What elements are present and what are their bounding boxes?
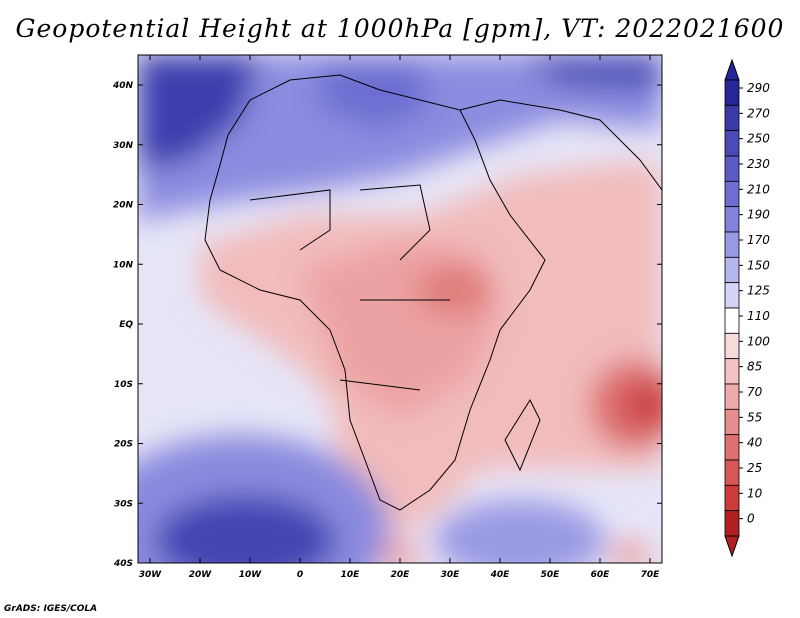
colorbar-swatch bbox=[724, 104, 740, 132]
longitude-axis: 30W 20W 10W 0 10E 20E 30E 40E 50E 60E 70E bbox=[139, 55, 660, 580]
lat-tick-label: 40N bbox=[112, 81, 134, 91]
lon-tick-label: 60E bbox=[591, 570, 611, 580]
lat-tick-label: 10S bbox=[114, 380, 133, 390]
colorbar-swatch bbox=[724, 231, 740, 258]
colorbar-level-label: 150 bbox=[747, 258, 770, 272]
colorbar-level-label: 10 bbox=[747, 486, 763, 500]
lat-tick-label: 30N bbox=[113, 141, 134, 151]
colorbar-swatch bbox=[724, 307, 740, 334]
colorbar-swatch bbox=[724, 510, 740, 537]
colorbar-level-label: 270 bbox=[747, 106, 770, 120]
colorbar-level-label: 170 bbox=[747, 233, 770, 247]
colorbar-level-label: 210 bbox=[747, 182, 770, 196]
lon-tick-label: 30W bbox=[139, 570, 163, 580]
lon-tick-label: 10E bbox=[341, 570, 361, 580]
colorbar-level-label: 110 bbox=[747, 309, 770, 323]
credit-text: GrADS: IGES/COLA bbox=[4, 604, 98, 614]
colorbar-level-label: 55 bbox=[747, 410, 762, 424]
colorbar-level-label: 250 bbox=[747, 132, 770, 146]
lon-tick-label: 10W bbox=[239, 570, 263, 580]
lat-tick-label: 10N bbox=[113, 260, 134, 270]
colorbar: 2902702502302101901701501251101008570554… bbox=[724, 58, 770, 558]
lat-tick-label: EQ bbox=[119, 320, 133, 330]
lon-tick-label: 70E bbox=[641, 570, 661, 580]
coastlines bbox=[204, 74, 662, 511]
colorbar-level-label: 190 bbox=[747, 208, 770, 222]
colorbar-level-label: 100 bbox=[747, 334, 770, 348]
colorbar-swatch bbox=[724, 180, 740, 208]
lon-tick-label: 30E bbox=[441, 570, 461, 580]
lon-tick-label: 0 bbox=[297, 570, 303, 580]
colorbar-level-label: 85 bbox=[747, 360, 762, 374]
colorbar-swatch bbox=[724, 130, 740, 157]
colorbar-swatch bbox=[724, 383, 740, 410]
colorbar-swatch bbox=[724, 459, 740, 486]
latitude-axis: 40N 30N 20N 10N EQ 10S 20S 30S 40S bbox=[112, 81, 662, 569]
chart-title: Geopotential Height at 1000hPa [gpm], VT… bbox=[15, 14, 785, 43]
lat-tick-label: 20S bbox=[114, 440, 133, 450]
lon-tick-label: 40E bbox=[490, 570, 511, 580]
colorbar-swatch bbox=[724, 408, 740, 436]
colorbar-swatch bbox=[724, 282, 740, 309]
lon-tick-label: 50E bbox=[541, 570, 561, 580]
colorbar-top-arrow bbox=[724, 58, 740, 81]
colorbar-level-label: 125 bbox=[747, 284, 770, 298]
lat-tick-label: 20N bbox=[113, 201, 134, 211]
colorbar-level-label: 25 bbox=[747, 461, 762, 475]
lon-tick-label: 20E bbox=[391, 570, 411, 580]
lat-tick-label: 30S bbox=[114, 499, 133, 509]
colorbar-swatch bbox=[724, 358, 740, 385]
lon-tick-label: 20W bbox=[189, 570, 213, 580]
colorbar-level-label: 230 bbox=[747, 157, 770, 171]
colorbar-swatch bbox=[724, 434, 740, 461]
colorbar-swatch bbox=[724, 484, 740, 512]
colorbar-swatch bbox=[724, 256, 740, 284]
colorbar-swatch bbox=[724, 332, 740, 360]
colorbar-level-label: 70 bbox=[747, 385, 763, 399]
colorbar-bottom-arrow bbox=[724, 535, 740, 558]
colorbar-level-label: 0 bbox=[747, 512, 755, 526]
colorbar-level-label: 290 bbox=[747, 81, 770, 95]
height-field bbox=[138, 55, 662, 563]
colorbar-level-label: 40 bbox=[747, 436, 763, 450]
lat-tick-label: 40S bbox=[113, 559, 133, 569]
colorbar-swatch bbox=[724, 79, 740, 106]
colorbar-swatch bbox=[724, 206, 740, 233]
colorbar-swatch bbox=[724, 155, 740, 182]
